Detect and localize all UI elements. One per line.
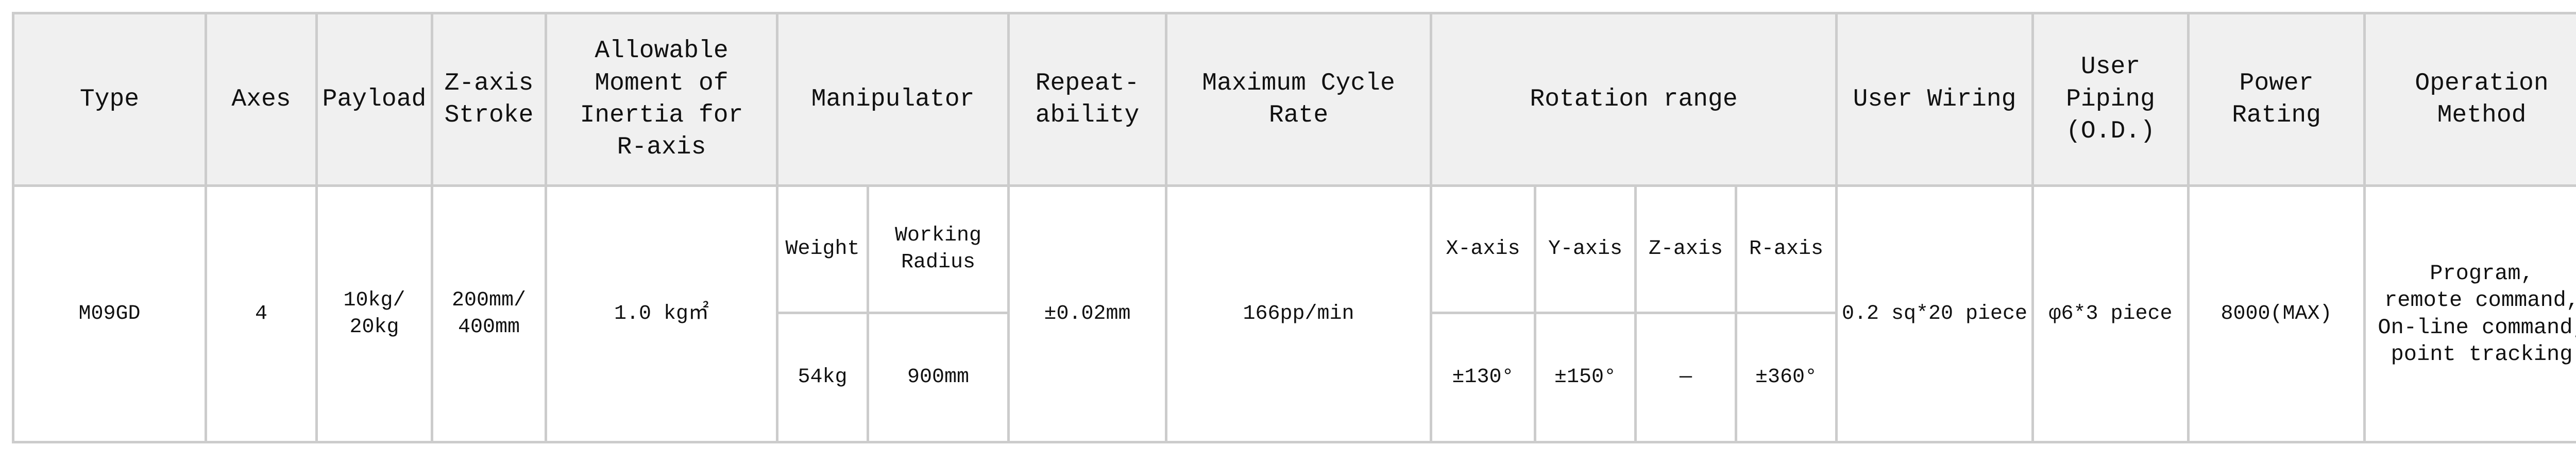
cell-cycle-rate: 166pp/min <box>1165 184 1433 443</box>
table-row: 54kg 900mm ±130° ±150° — ±360° <box>13 312 2576 443</box>
subheader-x-axis: X-axis <box>1430 184 1537 314</box>
header-payload: Payload <box>315 12 433 187</box>
cell-working-radius: 900mm <box>866 312 1010 443</box>
spec-table: Type Axes Payload Z-axis Stroke Allowabl… <box>12 12 2576 443</box>
cell-operation-method: Program, remote command, On-line command… <box>2363 184 2576 443</box>
header-operation-method: Operation Method <box>2363 12 2576 187</box>
header-user-piping: User Piping (O.D.) <box>2031 12 2190 187</box>
cell-rot-r: ±360° <box>1735 312 1838 443</box>
cell-payload: 10kg/ 20kg <box>315 184 433 443</box>
header-z-stroke: Z-axis Stroke <box>431 12 547 187</box>
cell-z-stroke: 200mm/ 400mm <box>431 184 547 443</box>
table-row: M09GD 4 10kg/ 20kg 200mm/ 400mm 1.0 kg㎡ … <box>12 184 2576 443</box>
header-user-wiring: User Wiring <box>1835 12 2035 187</box>
cell-power-rating: 8000(MAX) <box>2187 184 2366 443</box>
header-inertia: Allowable Moment of Inertia for R-axis <box>545 12 778 187</box>
cell-rot-x: ±130° <box>1430 312 1537 443</box>
subheader-z-axis: Z-axis <box>1634 184 1738 314</box>
cell-rot-y: ±150° <box>1534 312 1637 443</box>
cell-user-wiring: 0.2 sq*20 piece <box>1835 184 2035 443</box>
cell-weight: 54kg <box>776 312 869 443</box>
subheader-working-radius: Working Radius <box>866 184 1010 314</box>
header-row: Type Axes Payload Z-axis Stroke Allowabl… <box>12 12 2576 187</box>
header-power-rating: Power Rating <box>2187 12 2366 187</box>
cell-inertia: 1.0 kg㎡ <box>545 184 778 443</box>
cell-repeatability: ±0.02mm <box>1007 184 1168 443</box>
header-rotation-range: Rotation range <box>1430 12 1838 187</box>
subheader-y-axis: Y-axis <box>1534 184 1637 314</box>
header-manipulator: Manipulator <box>775 12 1010 187</box>
cell-user-piping: φ6*3 piece <box>2031 184 2190 443</box>
header-axes: Axes <box>205 12 318 187</box>
cell-rot-z: — <box>1634 312 1738 443</box>
header-cycle-rate: Maximum Cycle Rate <box>1165 12 1433 187</box>
header-type: Type <box>12 12 207 187</box>
header-repeatability: Repeat- ability <box>1007 12 1168 187</box>
cell-axes: 4 <box>205 184 318 443</box>
subheader-weight: Weight <box>776 184 869 314</box>
subheader-r-axis: R-axis <box>1735 184 1838 314</box>
cell-type: M09GD <box>12 184 207 443</box>
